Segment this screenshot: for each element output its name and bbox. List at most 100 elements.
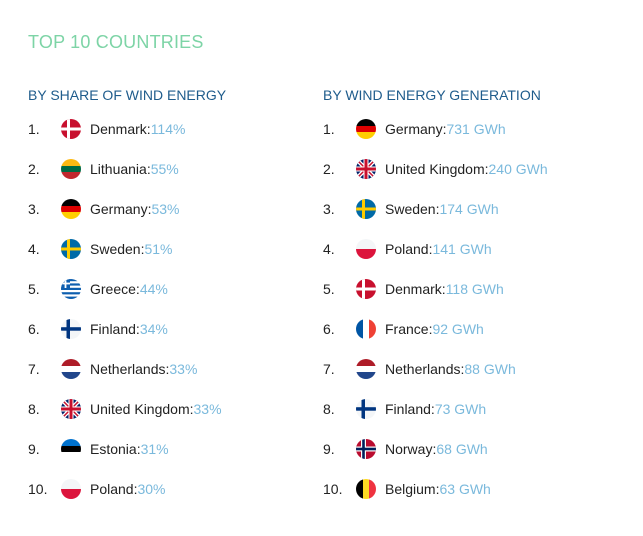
country-label: Lithuania: (90, 161, 151, 177)
country-value: 53% (151, 201, 180, 217)
rank: 9. (28, 441, 40, 457)
rank: 2. (323, 161, 335, 177)
list-item: 8. Finland: 73 GWh (323, 398, 486, 420)
list-item: 3. Germany: 53% (28, 198, 180, 220)
list-item: 2. United Kingdom: 240 GWh (323, 158, 548, 180)
country-label: Poland: (385, 241, 433, 257)
be-flag-icon (356, 479, 376, 499)
share-column: BY SHARE OF WIND ENERGY 1. Denmark: 114% … (28, 86, 227, 499)
rank: 8. (323, 401, 335, 417)
country-value: 88 GWh (464, 361, 516, 377)
de-flag-icon (356, 119, 376, 139)
list-item: 5. Greece: 44% (28, 278, 168, 300)
list-item: 3. Sweden: 174 GWh (323, 198, 499, 220)
list-item: 1. Germany: 731 GWh (323, 118, 506, 140)
country-value: 240 GWh (488, 161, 548, 177)
fi-flag-icon (61, 319, 81, 339)
rank: 5. (28, 281, 40, 297)
pl-flag-icon (61, 479, 81, 499)
page-title: TOP 10 COUNTRIES (28, 32, 204, 52)
gr-flag-icon (61, 279, 81, 299)
country-value: 55% (150, 161, 179, 177)
no-flag-icon (356, 439, 376, 459)
country-label: Finland: (90, 321, 140, 337)
generation-heading: BY WIND ENERGY GENERATION (323, 87, 541, 103)
country-label: Finland: (385, 401, 435, 417)
se-flag-icon (356, 199, 376, 219)
dk-flag-icon (61, 119, 81, 139)
nl-flag-icon (61, 359, 81, 379)
ee-flag-icon (61, 439, 81, 459)
dk-flag-icon (356, 279, 376, 299)
country-value: 63 GWh (439, 481, 491, 497)
rank: 6. (28, 321, 40, 337)
list-item: 7. Netherlands: 33% (28, 358, 197, 380)
country-value: 141 GWh (432, 241, 492, 257)
de-flag-icon (61, 199, 81, 219)
country-label: Germany: (90, 201, 152, 217)
country-value: 92 GWh (432, 321, 484, 337)
country-value: 33% (169, 361, 198, 377)
country-label: Denmark: (90, 121, 151, 137)
se-flag-icon (61, 239, 81, 259)
generation-column: BY WIND ENERGY GENERATION 1. Germany: 731… (323, 86, 548, 499)
rank: 10. (323, 481, 343, 497)
country-label: Sweden: (385, 201, 440, 217)
country-label: France: (385, 321, 433, 337)
country-label: Poland: (90, 481, 138, 497)
gb-flag-icon (356, 159, 376, 179)
list-item: 9. Estonia: 31% (28, 438, 169, 460)
rank: 9. (323, 441, 335, 457)
country-value: 44% (139, 281, 168, 297)
country-label: Belgium: (385, 481, 440, 497)
list-item: 6. Finland: 34% (28, 318, 168, 340)
rank: 3. (323, 201, 335, 217)
country-label: Norway: (385, 441, 437, 457)
country-label: Netherlands: (90, 361, 170, 377)
list-item: 4. Sweden: 51% (28, 238, 173, 260)
country-value: 731 GWh (446, 121, 506, 137)
rank: 5. (323, 281, 335, 297)
lt-flag-icon (61, 159, 81, 179)
country-label: United Kingdom: (90, 401, 194, 417)
list-item: 9. Norway: 68 GWh (323, 438, 488, 460)
country-value: 68 GWh (436, 441, 488, 457)
country-value: 30% (137, 481, 166, 497)
country-value: 114% (150, 121, 186, 137)
country-value: 118 GWh (445, 281, 504, 297)
country-label: Netherlands: (385, 361, 465, 377)
rank: 4. (28, 241, 40, 257)
rank: 4. (323, 241, 335, 257)
rank: 3. (28, 201, 40, 217)
gb-flag-icon (61, 399, 81, 419)
rank: 7. (28, 361, 40, 377)
list-item: 10. Poland: 30% (28, 478, 166, 500)
pl-flag-icon (356, 239, 376, 259)
country-value: 31% (140, 441, 169, 457)
rank: 1. (28, 121, 40, 137)
country-value: 33% (193, 401, 222, 417)
rank: 6. (323, 321, 335, 337)
country-label: Estonia: (90, 441, 141, 457)
country-label: Denmark: (385, 281, 446, 297)
fi-flag-icon (356, 399, 376, 419)
list-item: 2. Lithuania: 55% (28, 158, 179, 180)
rank: 7. (323, 361, 335, 377)
country-label: Germany: (385, 121, 447, 137)
country-value: 34% (139, 321, 168, 337)
country-label: Greece: (90, 281, 140, 297)
rank: 8. (28, 401, 40, 417)
fr-flag-icon (356, 319, 376, 339)
rank: 1. (323, 121, 335, 137)
rank: 2. (28, 161, 40, 177)
list-item: 8. United Kingdom: 33% (28, 398, 222, 420)
country-value: 51% (144, 241, 173, 257)
country-label: Sweden: (90, 241, 145, 257)
country-value: 73 GWh (434, 401, 487, 417)
list-item: 5. Denmark: 118 GWh (323, 278, 504, 300)
list-item: 6. France: 92 GWh (323, 318, 484, 340)
share-heading: BY SHARE OF WIND ENERGY (28, 87, 227, 103)
rank: 10. (28, 481, 48, 497)
country-value: 174 GWh (439, 201, 499, 217)
list-item: 7. Netherlands: 88 GWh (323, 358, 516, 380)
